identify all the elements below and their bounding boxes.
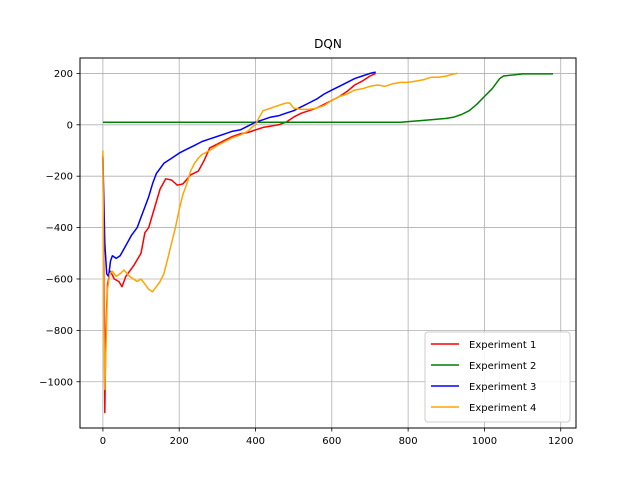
series-line-experiment-4 [102, 72, 458, 391]
series-lines [102, 71, 554, 414]
y-tick-label: 200 [54, 69, 73, 80]
x-tick-label: 1000 [472, 436, 497, 447]
legend-label: Experiment 2 [469, 361, 536, 372]
series-line-experiment-2 [102, 73, 554, 123]
x-tick-label: 800 [399, 436, 418, 447]
grid [80, 58, 576, 428]
axis-ticks: 0 200 400 600 800 1000 1200 −1000 −800 −600 −400 −2… [39, 69, 573, 447]
series-line-experiment-3 [102, 71, 376, 278]
legend-box [424, 331, 571, 423]
y-tick-label: −600 [46, 274, 73, 285]
y-tick-label: −1000 [39, 377, 73, 388]
x-tick-label: 400 [246, 436, 265, 447]
legend-label: Experiment 1 [469, 340, 536, 351]
y-tick-label: 0 [67, 120, 73, 131]
plot-frame [79, 57, 577, 429]
x-tick-label: 0 [100, 436, 106, 447]
x-tick-label: 200 [170, 436, 189, 447]
y-tick-label: −800 [46, 326, 73, 337]
legend-label: Experiment 4 [469, 403, 536, 414]
chart-title: DQN [314, 37, 342, 51]
x-tick-label: 1200 [548, 436, 573, 447]
y-tick-label: −200 [46, 172, 73, 183]
x-tick-label: 600 [322, 436, 341, 447]
legend-label: Experiment 3 [469, 382, 536, 393]
legend: Experiment 1 Experiment 2 Experiment 3 Expe… [424, 331, 571, 423]
y-tick-label: −400 [46, 223, 73, 234]
